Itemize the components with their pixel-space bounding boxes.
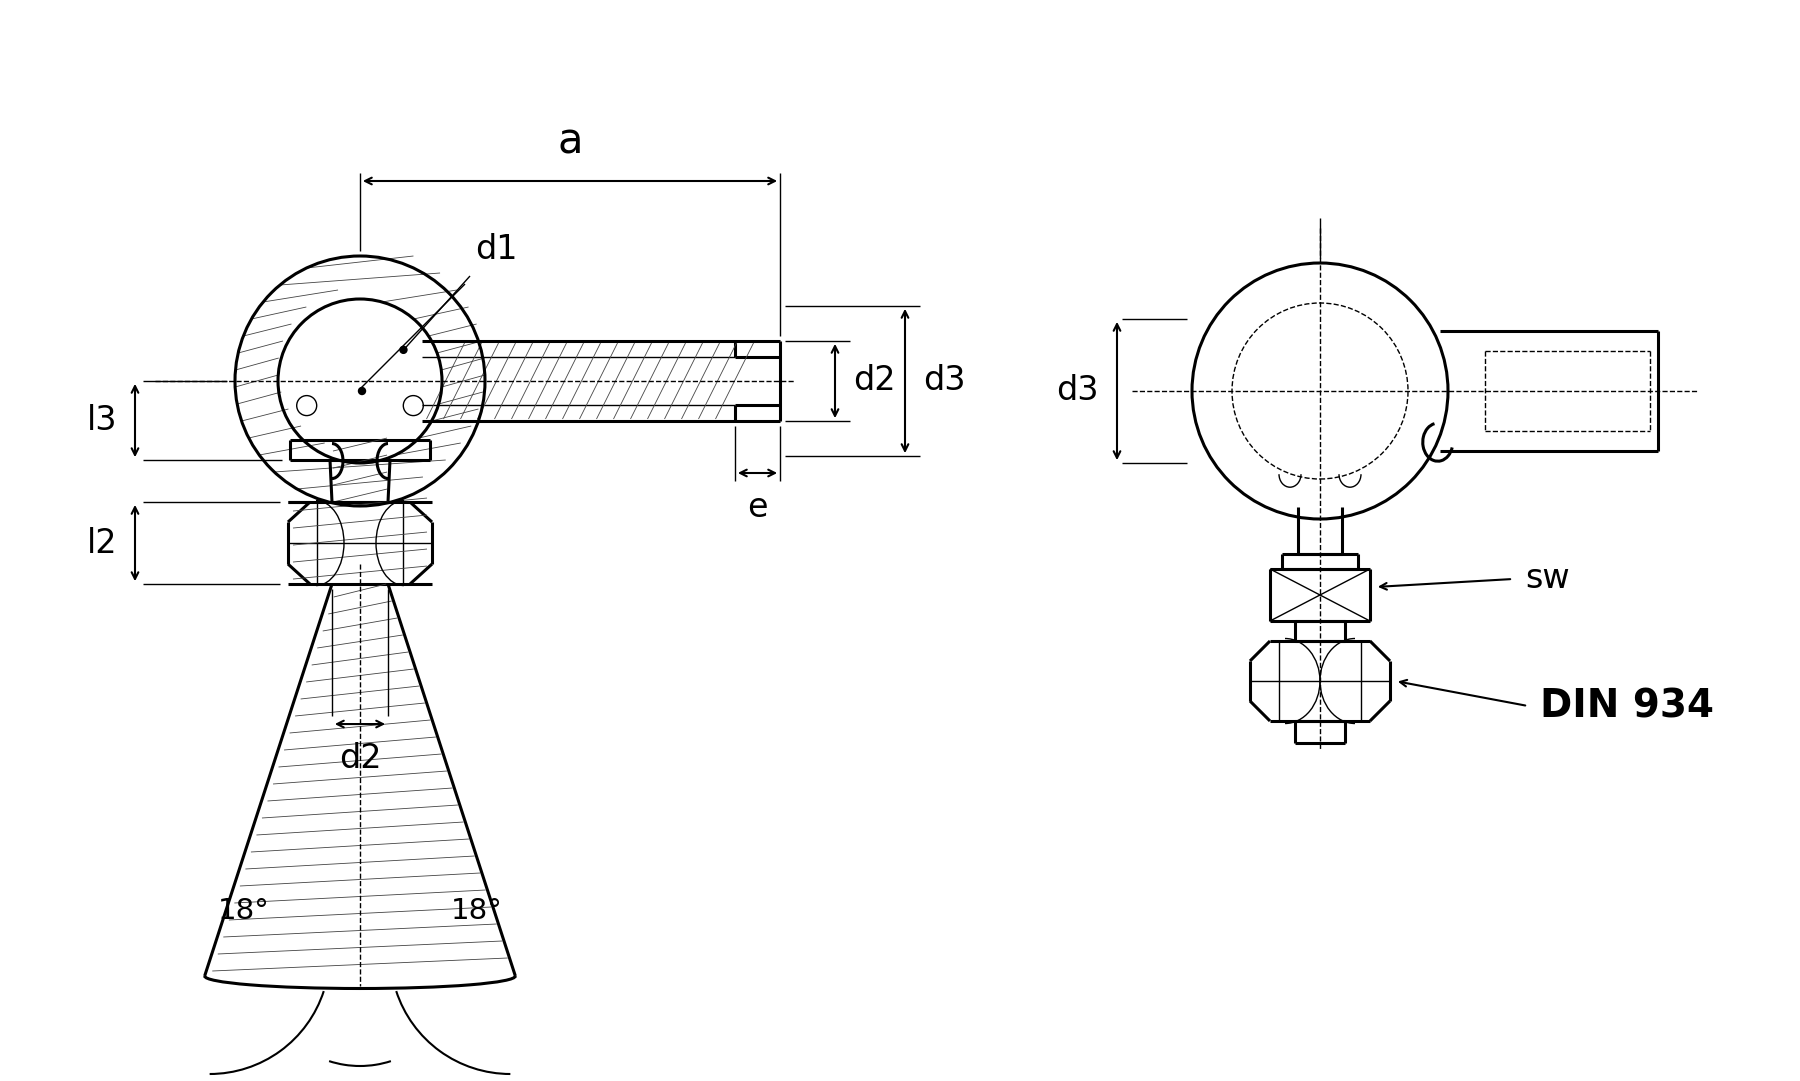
- Text: e: e: [747, 491, 769, 524]
- Circle shape: [358, 387, 365, 395]
- Text: d2: d2: [853, 364, 896, 398]
- Circle shape: [400, 346, 407, 353]
- Text: l3: l3: [86, 404, 117, 437]
- Text: 18°: 18°: [450, 897, 502, 925]
- Text: a: a: [558, 121, 583, 163]
- Text: DIN 934: DIN 934: [1541, 688, 1714, 725]
- Text: 18°: 18°: [218, 897, 270, 925]
- Text: d2: d2: [338, 742, 382, 775]
- Text: sw: sw: [1525, 562, 1570, 596]
- Text: d3: d3: [1057, 374, 1100, 408]
- Text: d1: d1: [475, 233, 518, 266]
- Text: d3: d3: [923, 364, 965, 398]
- Text: l2: l2: [86, 526, 117, 560]
